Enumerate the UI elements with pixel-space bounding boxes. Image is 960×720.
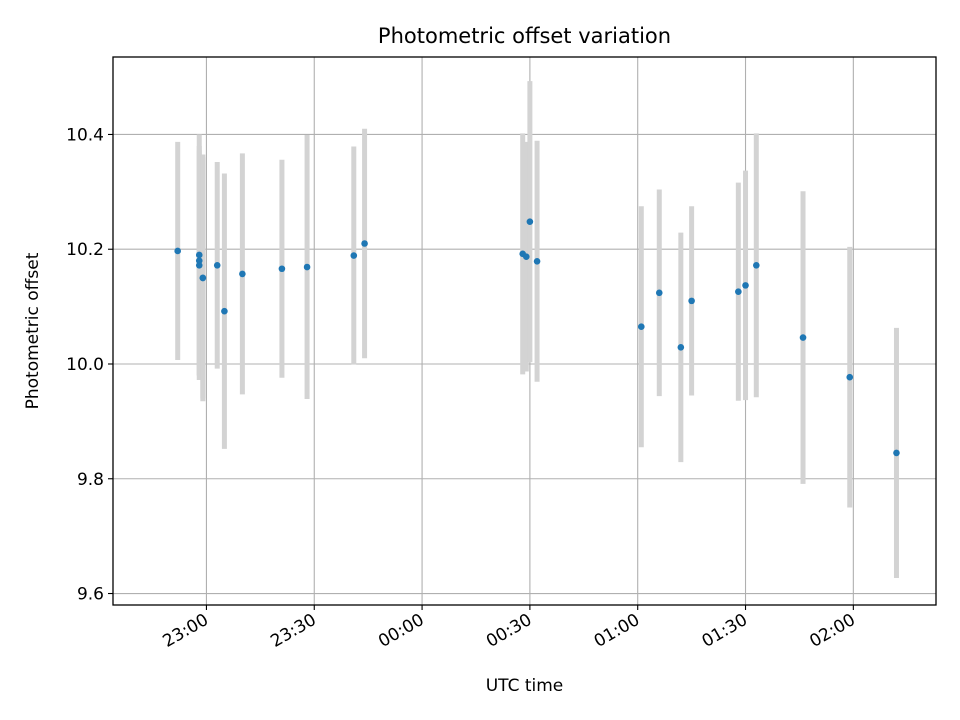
y-tick-label: 9.6 xyxy=(77,585,104,605)
data-point xyxy=(195,251,203,259)
y-tick-label: 10.4 xyxy=(66,125,104,145)
data-point xyxy=(195,257,203,265)
data-point xyxy=(522,253,530,260)
data-point xyxy=(303,263,311,271)
data-point xyxy=(533,257,541,265)
data-point xyxy=(893,449,900,457)
data-point xyxy=(735,288,742,295)
plot-frame xyxy=(112,56,937,606)
data-point xyxy=(195,261,203,269)
data-point xyxy=(526,218,534,225)
data-point xyxy=(361,240,368,247)
chart-title: Photometric offset variation xyxy=(378,24,671,48)
data-point xyxy=(638,323,645,330)
data-point xyxy=(350,252,358,259)
data-point xyxy=(213,261,221,269)
data-point xyxy=(688,297,695,305)
y-tick-label: 10.2 xyxy=(66,240,104,260)
data-point xyxy=(174,247,181,255)
data-point xyxy=(278,265,286,273)
data-point xyxy=(199,274,207,282)
x-axis-label: UTC time xyxy=(486,676,564,696)
y-tick-label: 10.0 xyxy=(66,355,104,375)
data-point xyxy=(846,373,854,381)
data-point xyxy=(799,334,807,341)
data-point xyxy=(753,261,760,269)
data-point xyxy=(655,289,663,297)
y-axis: 9.6 9.8 10.0 10.2 10.4 xyxy=(66,125,113,605)
data-points xyxy=(174,218,900,457)
data-point xyxy=(742,282,749,289)
y-axis-label: Photometric offset xyxy=(23,252,43,409)
data-point xyxy=(221,307,228,315)
data-point xyxy=(677,344,685,351)
y-tick-label: 9.8 xyxy=(77,470,104,490)
data-point xyxy=(239,270,246,278)
